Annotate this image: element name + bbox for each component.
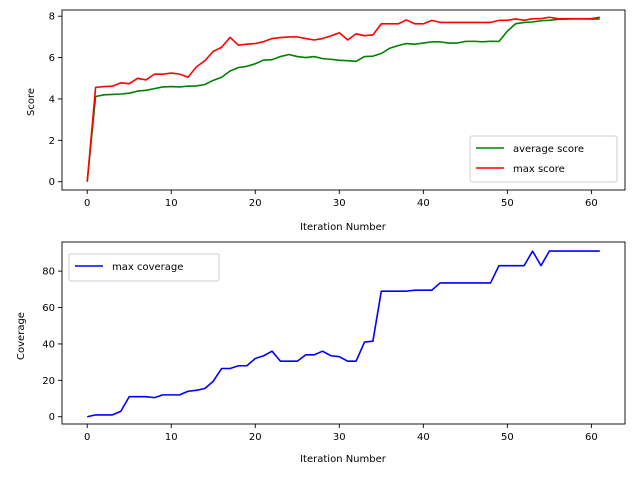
x-tick-label: 50: [501, 198, 514, 209]
x-tick-label: 0: [84, 432, 90, 443]
y-tick-label: 0: [49, 412, 55, 423]
legend-box: [68, 253, 220, 282]
y-tick-label: 40: [42, 339, 55, 350]
score-chart: 0 10 20 30 40 50 60 0 2 4 6 8 Iteration Number Scor…: [26, 9, 626, 233]
coverage-series-layer: [87, 250, 600, 418]
legend-label: average score: [513, 144, 584, 155]
coverage-legend: max coverage: [68, 253, 220, 282]
x-tick-label: 40: [417, 198, 430, 209]
legend-label: max coverage: [112, 262, 183, 273]
y-tick-label: 8: [49, 12, 55, 23]
x-tick-label: 30: [333, 198, 346, 209]
y-tick-label: 6: [49, 53, 55, 64]
x-tick-label: 40: [417, 432, 430, 443]
score-y-axis-label: Score: [26, 88, 37, 116]
x-tick-label: 20: [249, 432, 262, 443]
coverage-plot-area: [61, 241, 626, 425]
y-tick-label: 2: [49, 136, 55, 147]
x-tick-label: 50: [501, 432, 514, 443]
y-tick-label: 0: [49, 177, 55, 188]
x-tick-label: 30: [333, 432, 346, 443]
y-tick-label: 60: [42, 303, 55, 314]
coverage-ticks-layer: 0 10 20 30 40 50 60 0 20 40 60 80: [42, 267, 597, 443]
series-line-max-coverage: [87, 250, 600, 418]
x-tick-label: 60: [585, 198, 598, 209]
plot-frame: [61, 241, 626, 425]
score-ticks-layer: 0 10 20 30 40 50 60 0 2 4 6 8: [49, 12, 598, 209]
x-tick-label: 0: [84, 198, 90, 209]
x-tick-label: 10: [165, 432, 178, 443]
x-tick-label: 60: [585, 432, 598, 443]
score-legend: average score max score: [469, 135, 618, 183]
legend-label: max score: [513, 164, 565, 175]
plot-frame: [61, 9, 626, 191]
series-line-average-score: [86, 18, 600, 182]
score-series-layer: [86, 16, 600, 182]
coverage-y-axis-label: Coverage: [16, 312, 27, 360]
coverage-x-axis-label: Iteration Number: [300, 454, 387, 465]
score-x-axis-label: Iteration Number: [300, 222, 387, 233]
series-line-max-score: [86, 16, 600, 182]
y-tick-label: 4: [49, 94, 55, 105]
legend-box: [469, 135, 618, 183]
score-plot-area: [61, 9, 626, 191]
x-tick-label: 10: [165, 198, 178, 209]
x-tick-label: 20: [249, 198, 262, 209]
y-tick-label: 80: [42, 267, 55, 278]
y-tick-label: 20: [42, 376, 55, 387]
